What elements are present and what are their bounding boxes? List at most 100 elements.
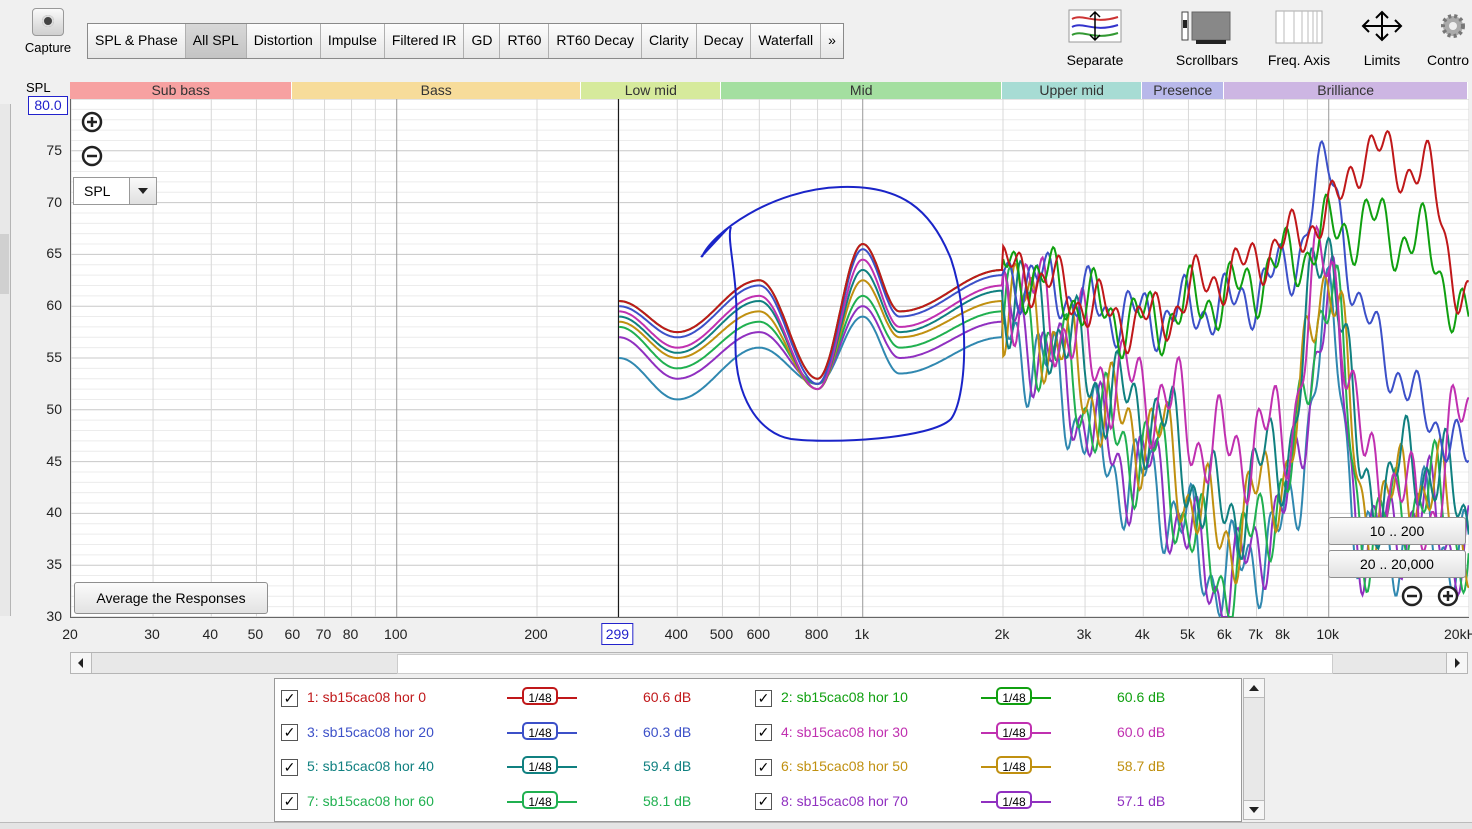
legend-value: 58.7 dB bbox=[1117, 758, 1166, 774]
x-tick-label: 400 bbox=[664, 626, 688, 642]
band-brilliance: Brilliance bbox=[1224, 82, 1468, 99]
capture-button[interactable]: Capture bbox=[18, 8, 78, 55]
x-tick-label: 50 bbox=[247, 626, 264, 642]
smoothing-badge[interactable]: 1/48 bbox=[507, 790, 577, 811]
band-upper-mid: Upper mid bbox=[1002, 82, 1143, 99]
scroll-right-icon[interactable] bbox=[1446, 653, 1467, 673]
series-line bbox=[619, 236, 1469, 560]
x-tick-label: 500 bbox=[709, 626, 734, 642]
checkbox-icon[interactable]: ✓ bbox=[281, 793, 298, 811]
smoothing-value: 1/48 bbox=[996, 790, 1032, 809]
checkbox-icon[interactable]: ✓ bbox=[755, 724, 772, 742]
tab-decay[interactable]: Decay bbox=[696, 24, 752, 58]
tab-distortion[interactable]: Distortion bbox=[246, 24, 321, 58]
horizontal-scrollbar[interactable] bbox=[70, 652, 1468, 674]
tab-clarity[interactable]: Clarity bbox=[641, 24, 697, 58]
horizontal-scroll-thumb[interactable] bbox=[397, 654, 1333, 674]
spl-plot-area[interactable]: SPL Average the Responses 10 .. 200 20 .… bbox=[70, 99, 1469, 618]
x-tick-label: 6k bbox=[1216, 626, 1232, 642]
checkbox-icon[interactable]: ✓ bbox=[281, 689, 298, 707]
legend-label: 3: sb15cac08 hor 20 bbox=[307, 723, 434, 740]
tab-rt60[interactable]: RT60 bbox=[500, 24, 550, 58]
smoothing-badge[interactable]: 1/48 bbox=[507, 756, 577, 776]
scroll-up-icon[interactable] bbox=[1244, 679, 1264, 698]
band-mid: Mid bbox=[721, 82, 1002, 99]
gear-icon bbox=[1418, 6, 1472, 46]
controls-button[interactable]: Contro bbox=[1418, 6, 1472, 68]
freq-axis-icon bbox=[1254, 6, 1344, 46]
x-tick-label: 80 bbox=[342, 626, 359, 642]
legend-value: 60.3 dB bbox=[643, 723, 692, 740]
band-bass: Bass bbox=[292, 82, 582, 99]
series-line bbox=[619, 264, 1469, 617]
average-responses-button[interactable]: Average the Responses bbox=[74, 582, 268, 614]
smoothing-badge[interactable]: 1/48 bbox=[981, 790, 1051, 811]
controls-label: Contro bbox=[1427, 52, 1470, 68]
smoothing-badge[interactable]: 1/48 bbox=[507, 721, 577, 742]
vertical-scrollbar[interactable] bbox=[0, 104, 11, 616]
tab-filtered-ir[interactable]: Filtered IR bbox=[384, 24, 465, 58]
scrollbars-label: Scrollbars bbox=[1175, 52, 1239, 68]
tab-spl-phase[interactable]: SPL & Phase bbox=[88, 24, 186, 58]
tab-waterfall[interactable]: Waterfall bbox=[751, 24, 822, 58]
legend-value: 60.6 dB bbox=[643, 689, 692, 705]
band-low-mid: Low mid bbox=[581, 82, 722, 99]
x-tick-label: 30 bbox=[144, 626, 160, 642]
scroll-left-icon[interactable] bbox=[71, 653, 92, 673]
x-tick-label: 200 bbox=[524, 626, 548, 642]
tab-rt60-decay[interactable]: RT60 Decay bbox=[549, 24, 642, 58]
checkbox-icon[interactable]: ✓ bbox=[281, 724, 298, 742]
zoom-in-icon[interactable] bbox=[81, 111, 103, 133]
smoothing-value: 1/48 bbox=[996, 756, 1032, 774]
legend-label: 8: sb15cac08 hor 70 bbox=[781, 792, 908, 809]
limits-button[interactable]: Limits bbox=[1337, 6, 1427, 68]
tab-gd[interactable]: GD bbox=[464, 24, 501, 58]
legend-label: 4: sb15cac08 hor 30 bbox=[781, 723, 908, 740]
x-tick-label: 7k bbox=[1248, 626, 1263, 642]
range-20-20000-button[interactable]: 20 .. 20,000 bbox=[1328, 550, 1466, 578]
x-tick-label: 70 bbox=[315, 626, 332, 642]
zoom-out-icon[interactable] bbox=[81, 145, 103, 167]
y-tick-label: 60 bbox=[46, 297, 62, 314]
legend-item: ✓ 3: sb15cac08 hor 20 1/48 60.3 dB bbox=[281, 716, 751, 748]
smoothing-badge[interactable]: 1/48 bbox=[981, 687, 1051, 707]
legend-item: ✓ 1: sb15cac08 hor 0 1/48 60.6 dB bbox=[281, 681, 751, 713]
legend-value: 60.0 dB bbox=[1117, 723, 1166, 740]
range-10-200-button[interactable]: 10 .. 200 bbox=[1328, 517, 1466, 545]
legend-value: 58.1 dB bbox=[643, 792, 692, 809]
smoothing-value: 1/48 bbox=[996, 721, 1032, 740]
scroll-down-icon[interactable] bbox=[1244, 800, 1264, 819]
legend-item: ✓ 7: sb15cac08 hor 60 1/48 58.1 dB bbox=[281, 785, 751, 817]
x-zoom-out-icon[interactable] bbox=[1401, 585, 1423, 607]
separate-button[interactable]: Separate bbox=[1050, 6, 1140, 68]
capture-label: Capture bbox=[24, 40, 72, 55]
x-zoom-in-icon[interactable] bbox=[1437, 585, 1459, 607]
spl-chart bbox=[71, 99, 1469, 617]
freq-axis-label: Freq. Axis bbox=[1267, 52, 1331, 68]
legend-scrollbar[interactable] bbox=[1243, 678, 1265, 820]
tab-more[interactable]: » bbox=[821, 24, 843, 58]
smoothing-badge[interactable]: 1/48 bbox=[981, 756, 1051, 776]
x-tick-label: 20kHz bbox=[1444, 626, 1472, 642]
checkbox-icon[interactable]: ✓ bbox=[281, 758, 298, 776]
cursor-frequency-field[interactable]: 299 bbox=[601, 623, 634, 645]
checkbox-icon[interactable]: ✓ bbox=[755, 689, 772, 707]
chevron-down-icon[interactable] bbox=[129, 178, 156, 204]
freq-axis-button[interactable]: Freq. Axis bbox=[1254, 6, 1344, 68]
legend-item: ✓ 8: sb15cac08 hor 70 1/48 57.1 dB bbox=[755, 785, 1225, 817]
checkbox-icon[interactable]: ✓ bbox=[755, 793, 772, 811]
view-selector-value: SPL bbox=[84, 183, 111, 199]
x-tick-label: 100 bbox=[384, 626, 408, 642]
scrollbars-button[interactable]: Scrollbars bbox=[1162, 6, 1252, 68]
tab-all-spl[interactable]: All SPL bbox=[185, 24, 247, 58]
smoothing-badge[interactable]: 1/48 bbox=[981, 721, 1051, 742]
checkbox-icon[interactable]: ✓ bbox=[755, 758, 772, 776]
smoothing-badge[interactable]: 1/48 bbox=[507, 687, 577, 707]
y-max-field[interactable]: 80.0 bbox=[28, 96, 68, 115]
separate-label: Separate bbox=[1066, 52, 1124, 68]
tab-impulse[interactable]: Impulse bbox=[320, 24, 385, 58]
vertical-scroll-thumb[interactable] bbox=[0, 234, 9, 294]
scrollbars-icon bbox=[1162, 6, 1252, 46]
smoothing-value: 1/48 bbox=[522, 790, 558, 809]
view-selector[interactable]: SPL bbox=[73, 177, 157, 205]
